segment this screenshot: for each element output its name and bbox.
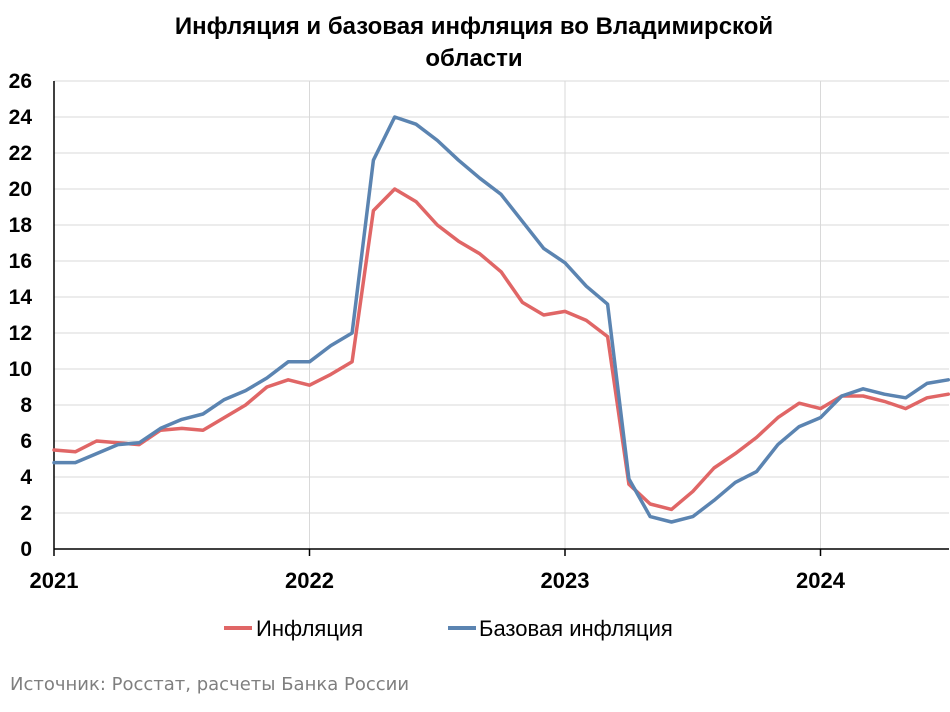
legend-label-inflation: Инфляция bbox=[256, 616, 363, 641]
y-tick-label: 14 bbox=[9, 286, 33, 309]
y-tick-label: 18 bbox=[9, 214, 33, 237]
y-tick-label: 12 bbox=[9, 322, 32, 345]
y-tick-label: 8 bbox=[20, 394, 32, 417]
legend-label-core-inflation: Базовая инфляция bbox=[479, 616, 673, 641]
y-tick-label: 16 bbox=[9, 250, 32, 273]
source-note: Источник: Росстат, расчеты Банка России bbox=[10, 674, 410, 695]
series-layer bbox=[52, 115, 950, 524]
y-tick-label: 10 bbox=[9, 358, 32, 381]
y-tick-label: 22 bbox=[9, 142, 32, 165]
grid-layer bbox=[54, 80, 949, 549]
y-tick-label: 4 bbox=[20, 466, 32, 489]
x-tick-label: 2022 bbox=[285, 568, 334, 593]
legend: Инфляция Базовая инфляция bbox=[224, 616, 673, 641]
x-tick-label: 2024 bbox=[796, 568, 846, 593]
y-tick-label: 26 bbox=[9, 70, 32, 93]
chart-title-line-1: Инфляция и базовая инфляция во Владимирс… bbox=[175, 13, 773, 40]
x-tick-label: 2023 bbox=[541, 568, 590, 593]
y-tick-label: 2 bbox=[20, 502, 32, 525]
y-tick-label: 0 bbox=[20, 538, 32, 561]
x-tick-label: 2021 bbox=[30, 568, 79, 593]
chart-title-line-2: области bbox=[425, 45, 522, 72]
y-tick-label: 24 bbox=[9, 106, 33, 129]
y-tick-label: 6 bbox=[20, 430, 32, 453]
series-line-inflation bbox=[52, 187, 950, 512]
y-tick-label: 20 bbox=[9, 178, 32, 201]
series-line-core-inflation bbox=[52, 115, 950, 524]
